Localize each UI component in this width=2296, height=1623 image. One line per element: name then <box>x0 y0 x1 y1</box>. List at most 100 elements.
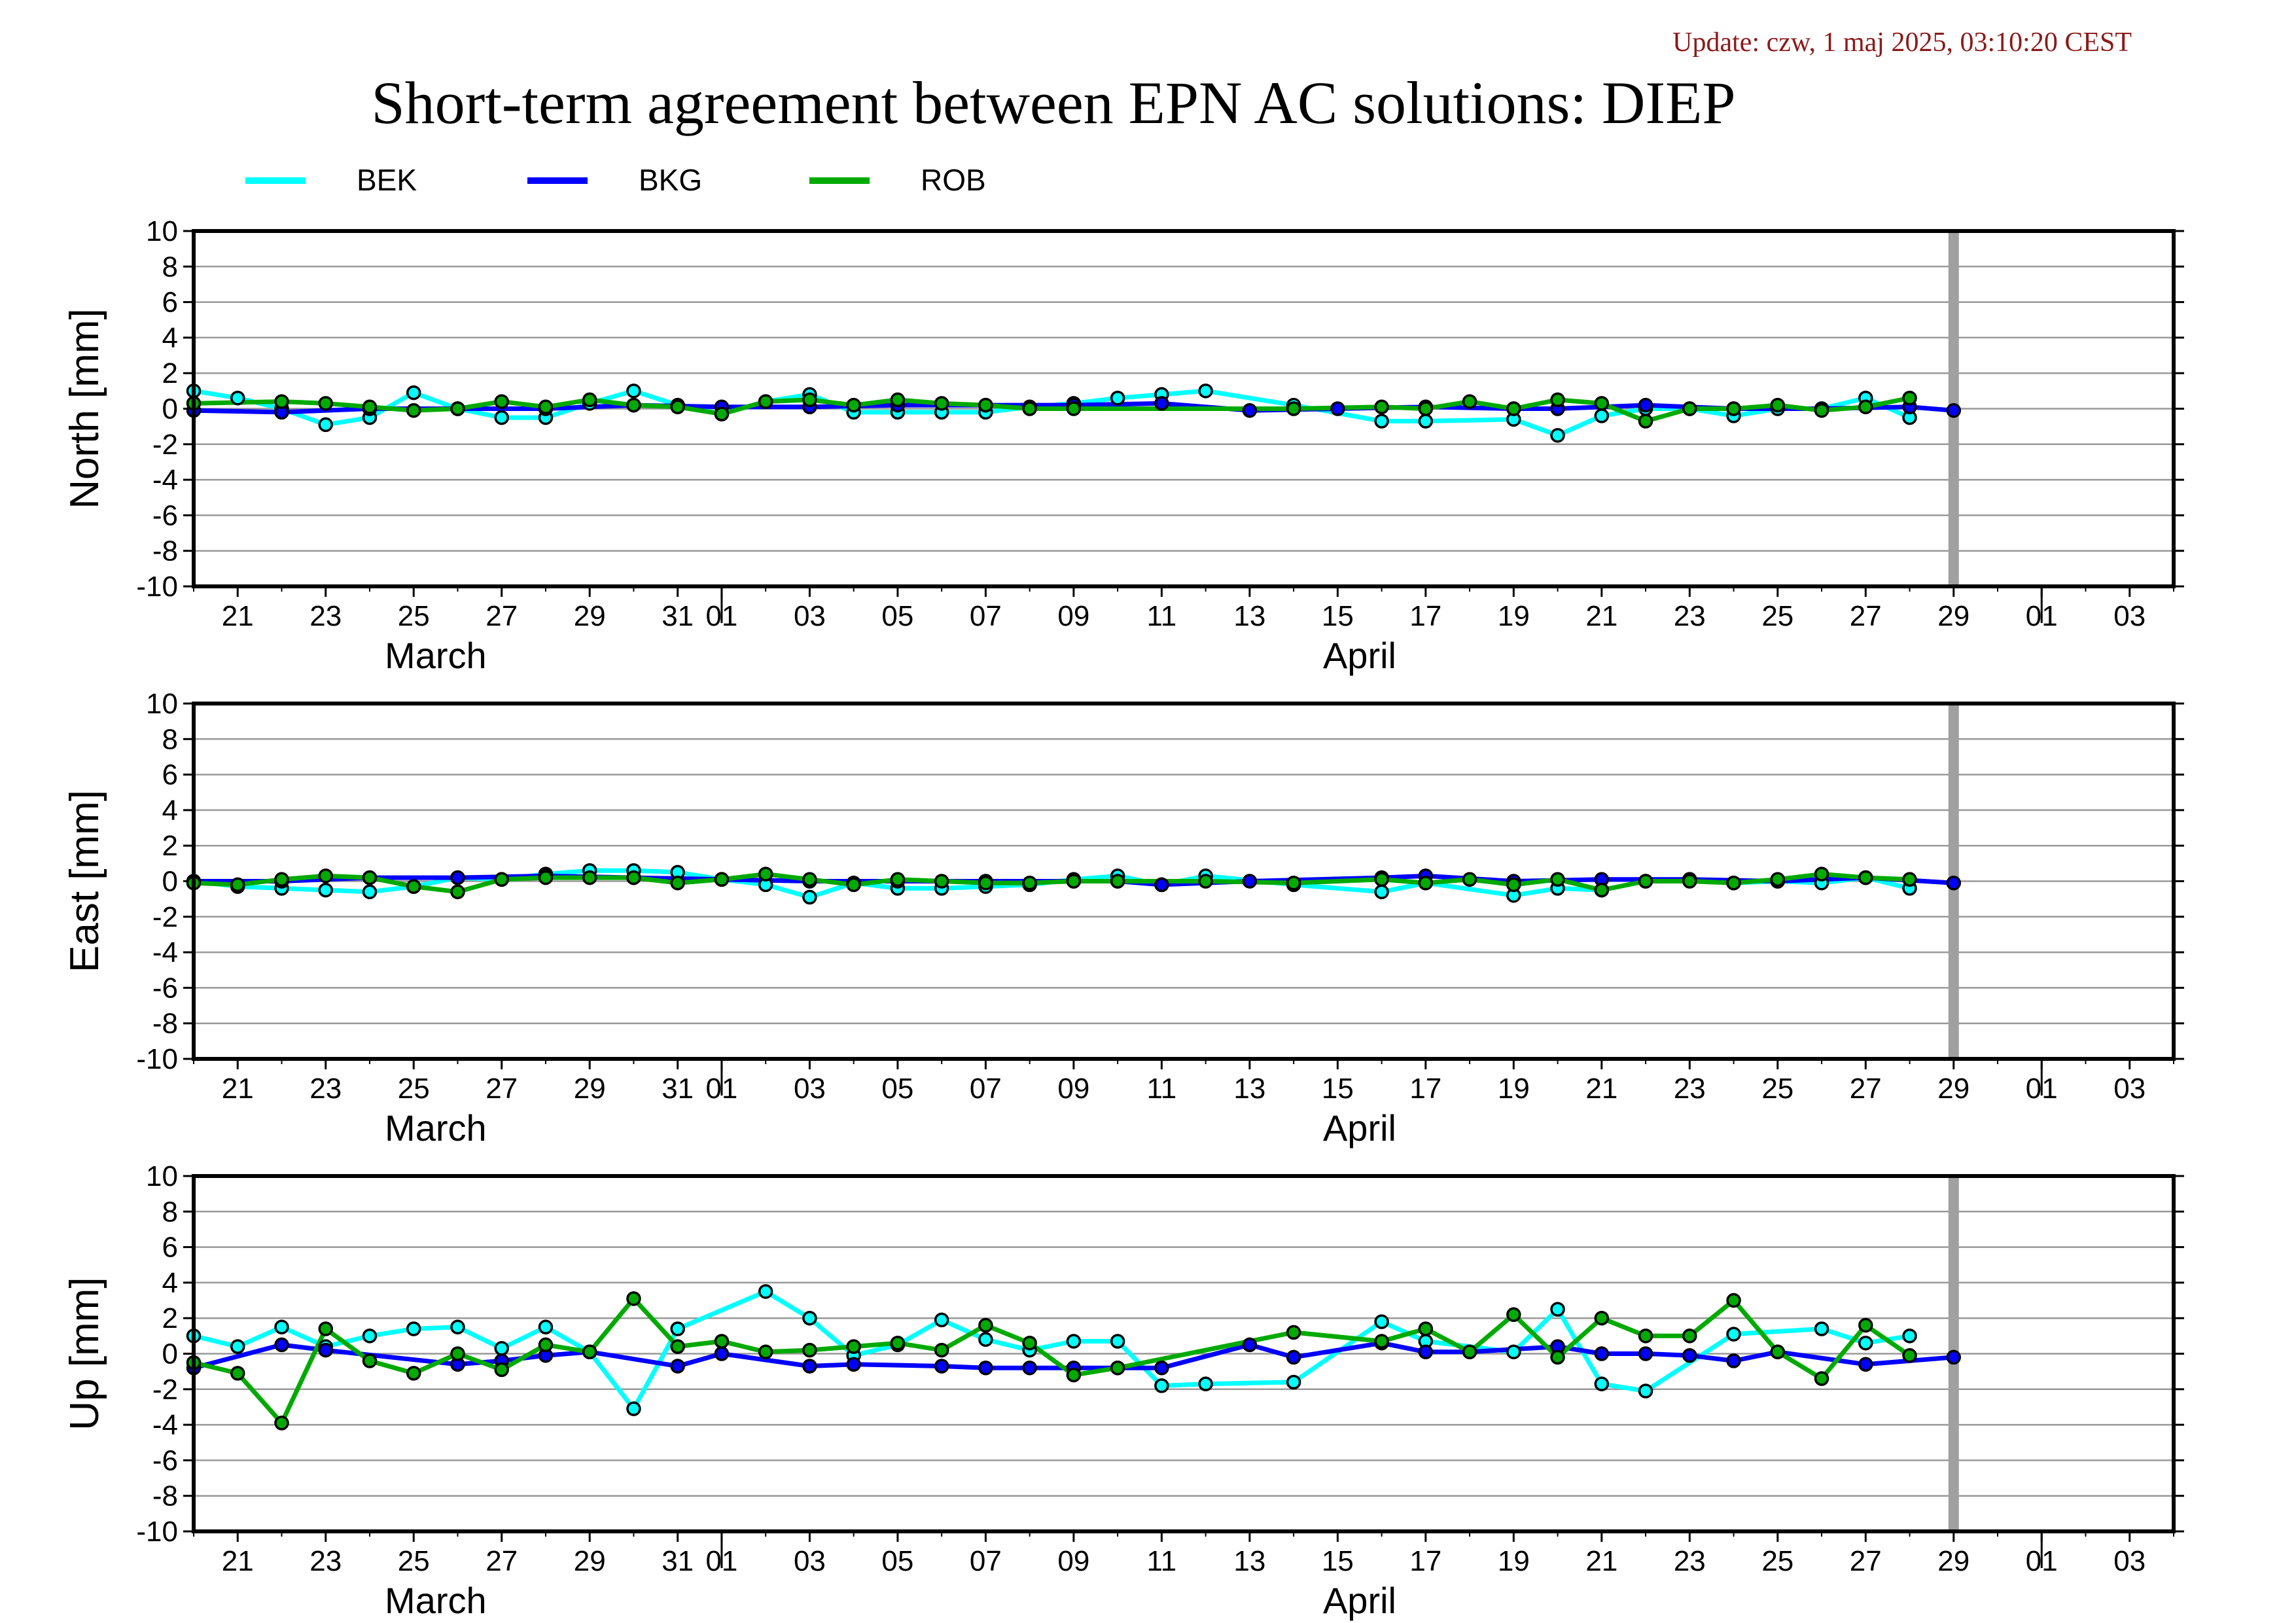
data-point-rob <box>1110 1360 1125 1376</box>
data-point-rob <box>1418 875 1434 891</box>
month-label: April <box>1323 1580 1396 1621</box>
data-point-bkg <box>1946 875 1962 891</box>
data-point-rob <box>538 1337 554 1353</box>
data-point-bek <box>978 1332 993 1347</box>
data-point-rob <box>1770 397 1786 413</box>
x-tick-label: 15 <box>1322 1073 1354 1105</box>
data-point-bkg <box>1154 1360 1169 1376</box>
y-tick-label: 4 <box>162 1267 178 1299</box>
x-tick-label: 31 <box>662 1073 694 1105</box>
data-point-bkg <box>1242 874 1258 889</box>
data-point-rob <box>802 872 817 887</box>
data-point-bkg <box>714 1346 730 1361</box>
data-point-rob <box>1462 872 1477 887</box>
y-tick-label: -4 <box>152 936 178 969</box>
x-tick-label: 27 <box>486 1073 518 1105</box>
x-tick-label: 21 <box>1585 1073 1617 1105</box>
data-point-rob <box>1594 1310 1610 1326</box>
data-point-rob <box>318 1321 333 1336</box>
data-point-rob <box>582 1344 597 1360</box>
y-tick-label: 2 <box>162 830 178 862</box>
data-point-bek <box>1374 414 1389 429</box>
y-tick-label: 6 <box>162 287 178 319</box>
x-tick-label: 07 <box>970 1073 1002 1105</box>
data-point-bek <box>362 884 378 900</box>
data-point-bek <box>626 383 641 399</box>
data-point-rob <box>890 392 906 408</box>
data-point-bkg <box>450 870 465 885</box>
x-tick-label: 03 <box>794 600 826 632</box>
data-point-rob <box>802 1342 817 1358</box>
data-point-bek <box>1198 1376 1213 1391</box>
y-axis-label: East [mm] <box>62 790 107 972</box>
y-tick-label: 2 <box>162 1302 178 1334</box>
month-label: March <box>385 1107 487 1149</box>
data-point-rob <box>1858 1317 1873 1333</box>
data-point-bek <box>494 410 509 425</box>
data-point-bkg <box>1242 402 1258 418</box>
y-tick-label: 0 <box>162 1338 178 1370</box>
x-tick-label: 19 <box>1498 1073 1530 1105</box>
y-tick-label: -6 <box>152 499 178 531</box>
panel-2: 108 642 0-2-4-6 -8-10 East [mm] 21 23 25 27 29 31 0… <box>62 688 2184 1149</box>
data-point-bek <box>1506 1344 1521 1360</box>
x-tick-label: 27 <box>1850 600 1882 632</box>
y-tick-label: -2 <box>152 1374 178 1406</box>
y-axis-label: Up [mm] <box>62 1277 107 1430</box>
data-point-rob <box>274 872 289 887</box>
x-tick-label: 05 <box>881 1545 913 1577</box>
data-point-rob <box>1506 401 1521 416</box>
data-point-rob <box>318 396 333 411</box>
data-point-bek <box>1638 1383 1653 1399</box>
data-point-rob <box>1814 402 1829 418</box>
data-point-rob <box>1066 1367 1082 1383</box>
data-point-rob <box>1022 1335 1037 1351</box>
data-point-rob <box>1462 394 1477 409</box>
y-tick-label: -10 <box>136 1043 178 1075</box>
data-point-bkg <box>1242 1337 1258 1353</box>
data-point-bkg <box>802 1359 817 1374</box>
data-point-rob <box>670 399 685 415</box>
x-tick-label: 15 <box>1322 1545 1354 1577</box>
x-tick-label: 03 <box>2113 1545 2146 1577</box>
panel-1: 10 8 642 0 -2-4-6 -8 -10 North [mm] 21 23 25 27 29 31… <box>62 215 2184 676</box>
data-point-rob <box>1726 875 1741 891</box>
data-point-bek <box>1066 1334 1082 1349</box>
y-tick-label: 0 <box>162 393 178 425</box>
data-point-bek <box>406 1321 421 1336</box>
data-point-rob <box>1066 401 1082 416</box>
x-tick-label: 29 <box>1937 1545 1969 1577</box>
data-point-bkg <box>1286 1349 1301 1365</box>
data-point-rob <box>1902 1347 1917 1363</box>
data-point-bkg <box>1418 1344 1434 1360</box>
data-point-bek <box>318 882 333 898</box>
data-point-rob <box>846 397 861 413</box>
data-point-rob <box>1022 401 1037 416</box>
data-point-rob <box>890 1335 906 1351</box>
data-point-bkg <box>1638 397 1653 413</box>
y-tick-label: -6 <box>152 1444 178 1476</box>
data-point-rob <box>1066 874 1082 889</box>
y-tick-label: 0 <box>162 866 178 898</box>
data-point-bkg <box>934 1359 949 1374</box>
month-label: March <box>385 635 487 676</box>
x-tick-label: 23 <box>1674 1545 1706 1577</box>
data-point-rob <box>802 392 817 408</box>
x-tick-label: 27 <box>486 1545 518 1577</box>
x-tick-label: 09 <box>1057 1073 1089 1105</box>
data-point-bek <box>934 1312 949 1328</box>
data-point-bkg <box>274 1337 289 1353</box>
data-point-rob <box>1110 874 1125 889</box>
data-point-bek <box>1594 408 1610 423</box>
x-tick-label: 25 <box>398 1073 430 1105</box>
x-tick-label: 29 <box>1937 1073 1969 1105</box>
plot-frame <box>192 229 2176 588</box>
data-point-rob <box>450 401 465 416</box>
x-tick-label: 17 <box>1409 1073 1441 1105</box>
x-tick-label: 25 <box>1761 600 1793 632</box>
data-point-bek <box>1154 1378 1169 1393</box>
y-tick-label: 4 <box>162 322 178 354</box>
data-point-rob <box>1418 401 1434 416</box>
x-tick-label: 13 <box>1233 1545 1265 1577</box>
data-point-rob <box>978 875 993 891</box>
